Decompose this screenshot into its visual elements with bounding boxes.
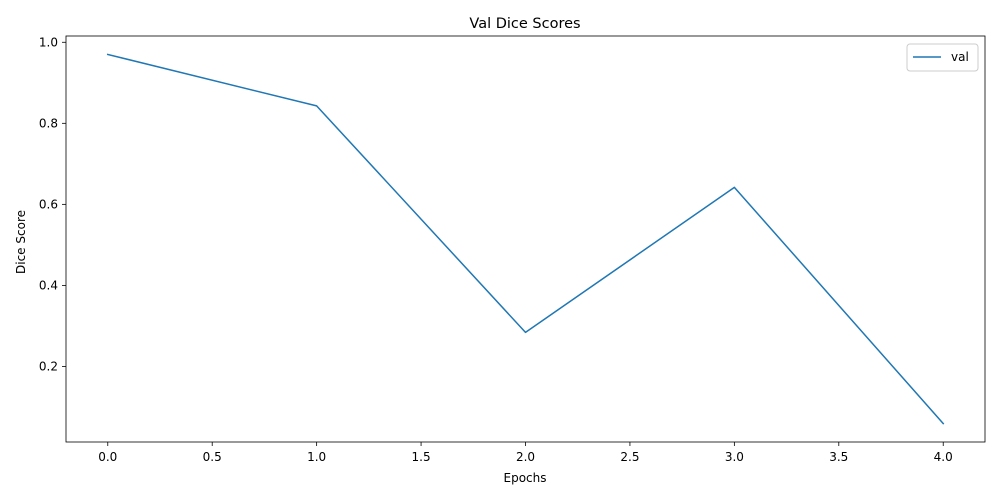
x-tick-label: 0.5: [203, 450, 222, 464]
x-tick-label: 2.0: [516, 450, 535, 464]
x-tick-label: 2.5: [620, 450, 639, 464]
series-line-val: [106, 53, 945, 425]
legend: val: [906, 43, 979, 72]
x-tick-label: 3.5: [829, 450, 848, 464]
x-tick-label: 4.0: [934, 450, 953, 464]
y-tick-label: 1.0: [39, 35, 58, 49]
legend-label-val: val: [951, 50, 969, 64]
y-tick-label: 0.4: [39, 278, 58, 292]
series-layer: [106, 53, 945, 425]
x-tick-label: 3.0: [725, 450, 744, 464]
legend-box: [906, 43, 979, 72]
chart-title: Val Dice Scores: [469, 16, 580, 32]
y-axis-label: Dice Score: [14, 210, 28, 274]
x-axis: 0.0 0.5 1.0 1.5 2.0 2.5 3.0 3.5 4.0: [98, 442, 953, 464]
x-tick-label: 1.5: [412, 450, 431, 464]
x-tick-label: 0.0: [98, 450, 117, 464]
y-tick-label: 0.2: [39, 359, 58, 373]
x-tick-label: 1.0: [307, 450, 326, 464]
y-axis: 0.2 0.4 0.6 0.8 1.0: [39, 35, 66, 373]
y-tick-label: 0.6: [39, 197, 58, 211]
y-tick-label: 0.8: [39, 116, 58, 130]
x-axis-label: Epochs: [504, 471, 547, 485]
